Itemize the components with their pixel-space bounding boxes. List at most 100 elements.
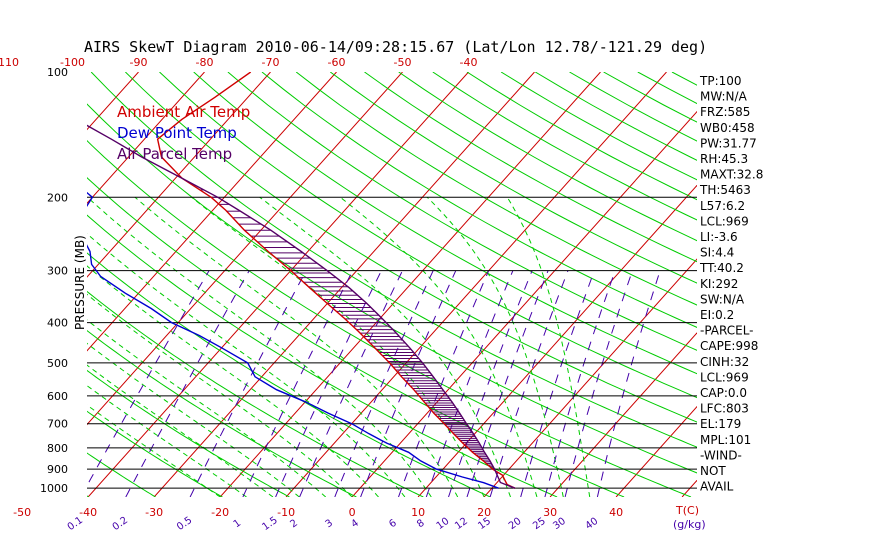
stat-entry: LI:-3.6 — [700, 230, 738, 244]
chart-title: AIRS SkewT Diagram 2010-06-14/09:28:15.6… — [84, 38, 707, 56]
pressure-tick-label: 800 — [47, 442, 68, 455]
mixing-ratio-line — [489, 270, 569, 497]
isotherm-line — [87, 72, 205, 205]
mixing-ratio-line — [466, 270, 549, 497]
mixing-ratio-line — [334, 270, 434, 497]
isotherm-line — [87, 72, 469, 497]
moist-adiabat-line — [87, 342, 300, 497]
moist-adiabat-line — [87, 265, 379, 497]
dry-adiabat-line — [87, 252, 491, 497]
mixing-ratio-tick-label: 12 — [453, 516, 470, 532]
dry-adiabat-line — [87, 410, 223, 497]
sounding-series — [87, 72, 516, 489]
bottom-temperature-tick-label: 0 — [349, 506, 356, 519]
isotherm-line — [417, 184, 697, 497]
isotherm-line — [87, 72, 337, 352]
dry-adiabat-line — [193, 72, 697, 375]
dry-adiabat-line — [159, 72, 697, 399]
stat-entry: AVAIL — [700, 480, 734, 494]
mixing-ratio-tick-label: 20 — [507, 516, 524, 532]
mixing-ratio-line — [275, 270, 382, 497]
pressure-tick-label: 900 — [47, 463, 68, 476]
dry-adiabat-line — [87, 214, 558, 497]
top-temperature-tick-label: -110 — [0, 56, 19, 69]
moist-adiabat-line — [87, 384, 247, 497]
top-temperature-tick-label: -50 — [393, 56, 411, 69]
pressure-tick-label: 1000 — [40, 482, 68, 495]
mixing-ratio-line — [125, 270, 250, 497]
mixing-ratio-tick-label: 2 — [288, 518, 300, 531]
bottom-temperature-tick-label: -10 — [277, 506, 295, 519]
legend-ambient-air-temp: Ambient Air Temp — [117, 103, 250, 121]
top-temperature-tick-label: -80 — [195, 56, 213, 69]
mixing-ratio-tick-label: 3 — [324, 518, 336, 531]
stat-entry: TP:100 — [699, 74, 742, 88]
dry-adiabat-line — [466, 72, 697, 201]
stat-entry: NOT — [700, 464, 726, 478]
mixing-ratio-line — [520, 270, 595, 497]
stat-entry: TT:40.2 — [699, 261, 744, 275]
moist-adiabat-line — [259, 196, 511, 497]
mixing-ratio-tick-label: 40 — [584, 516, 601, 532]
legend: Ambient Air Temp Dew Point Temp Air Parc… — [117, 103, 250, 163]
pressure-tick-label: 600 — [47, 390, 68, 403]
mixing-ratio-line — [544, 270, 616, 497]
top-temperature-tick-label: -90 — [129, 56, 147, 69]
mixing-ratio-line — [596, 270, 661, 497]
stat-entry: EI:0.2 — [700, 308, 734, 322]
bottom-temperature-tick-label: -40 — [79, 506, 97, 519]
pressure-ticks: 100 200 300 400 500 600 700 800 900 1000 — [40, 66, 68, 495]
legend-dew-point-temp: Dew Point Temp — [117, 124, 237, 142]
bottom-temperature-tick-label: 20 — [477, 506, 491, 519]
isotherm-line — [0, 72, 7, 497]
cape-hatching — [188, 181, 495, 471]
mixing-ratio-tick-label: 8 — [415, 518, 427, 531]
dry-adiabat-line — [295, 72, 697, 306]
dry-adiabat-line — [87, 103, 697, 474]
isotherm-line — [0, 72, 73, 497]
stat-entry: -PARCEL- — [700, 324, 754, 338]
mixing-ratio-line — [425, 270, 514, 497]
stat-entry: CAPE:998 — [700, 339, 758, 353]
isotherm-line — [483, 258, 697, 497]
y-axis-label: PRESSURE (MB) — [73, 235, 87, 330]
top-temperature-tick-label: -100 — [60, 56, 85, 69]
bottom-temperature-tick-label: -50 — [13, 506, 31, 519]
mixing-ratio-line — [87, 270, 210, 487]
moist-adiabat-line — [87, 319, 327, 497]
stat-entry: SI:4.4 — [700, 246, 734, 260]
dry-adiabat-line — [227, 72, 697, 351]
stat-entry: RH:45.3 — [700, 152, 748, 166]
isotherm-line — [219, 72, 601, 497]
bottom-temperature-ticks: -50 -40 -30 -20 -10 0 10 20 30 40 — [13, 506, 623, 519]
dry-adiabat-line — [364, 72, 697, 263]
bottom-temperature-tick-label: -30 — [145, 506, 163, 519]
moist-adiabat-line — [87, 404, 221, 497]
isotherm-line — [615, 405, 697, 497]
stat-entry: PW:31.77 — [700, 136, 757, 150]
mixing-ratio-tick-label: 4 — [349, 518, 361, 531]
stat-entry: -WIND- — [700, 448, 742, 462]
series-line-dew-point — [87, 191, 499, 489]
mixing-ratio-tick-label: 10 — [435, 516, 452, 532]
moist-adiabat-line — [506, 197, 591, 497]
bottom-temperature-tick-label: 30 — [543, 506, 557, 519]
stat-entry: LCL:969 — [700, 214, 749, 228]
moist-adiabat-line — [87, 233, 406, 497]
stat-entry: SW:N/A — [700, 292, 745, 306]
isotherm-line — [87, 72, 403, 426]
mixing-ratio-unit-label: (g/kg) — [673, 518, 706, 531]
dry-adiabat-line — [87, 452, 156, 497]
moist-adiabat-line — [191, 196, 485, 497]
bottom-temperature-tick-label: 10 — [411, 506, 425, 519]
pressure-tick-label: 100 — [47, 66, 68, 79]
bottom-temperature-tick-label: 40 — [609, 506, 623, 519]
dry-adiabat-line — [87, 329, 357, 497]
stat-entry: CINH:32 — [700, 355, 749, 369]
moist-adiabat-line — [87, 364, 274, 497]
dry-adiabat-line — [330, 72, 697, 284]
isotherm-line — [549, 332, 697, 497]
dry-adiabat-line — [87, 177, 625, 497]
pressure-tick-label: 200 — [47, 191, 68, 204]
dry-adiabat-line — [90, 72, 697, 448]
